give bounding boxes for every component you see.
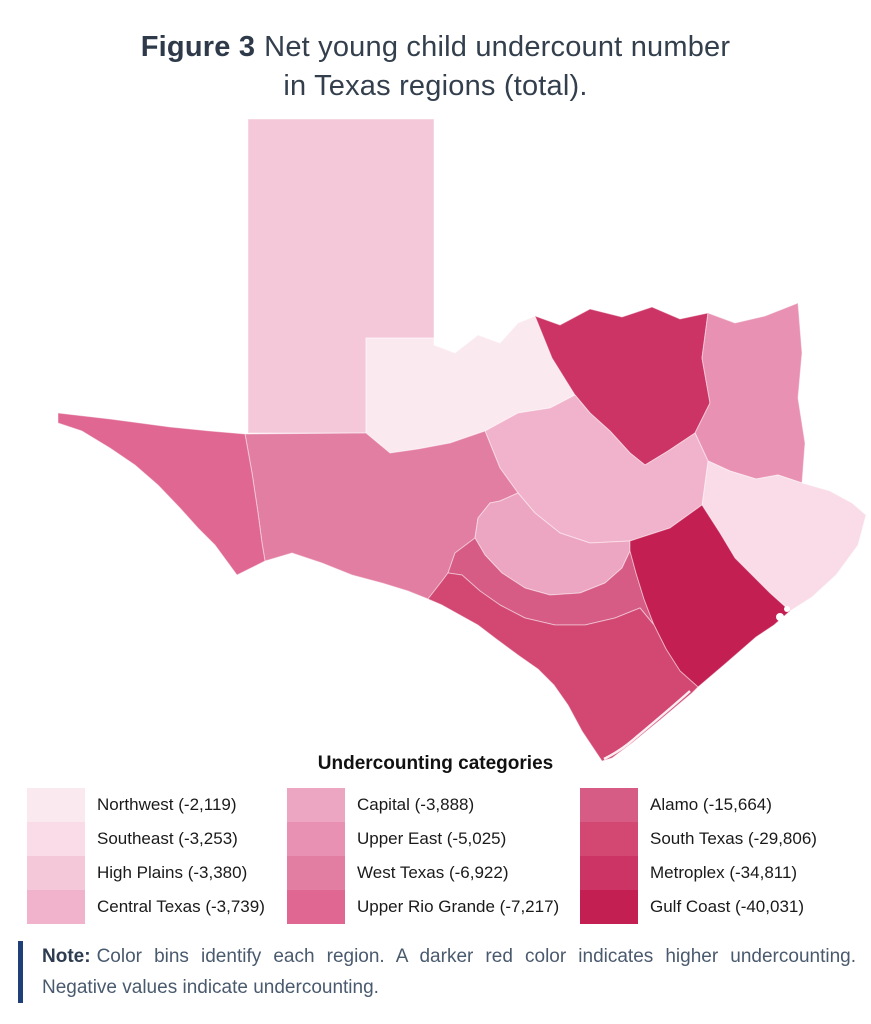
legend-label-southeast: Southeast (-3,253) (97, 829, 238, 848)
legend-swatch-capital (287, 788, 345, 822)
figure-title-line2: in Texas regions (total). (283, 70, 588, 102)
region-south-texas (427, 572, 699, 762)
figure-title-line1: Figure 3 Net young child undercount numbe… (0, 28, 871, 67)
legend-swatch-alamo (580, 788, 638, 822)
region-upper-rio-grande (57, 412, 266, 576)
legend-column-3: Alamo (-15,664) South Texas (-29,806) Me… (580, 788, 817, 924)
legend-label-south-texas: South Texas (-29,806) (650, 829, 817, 848)
note-prefix: Note: (42, 946, 91, 967)
legend-swatches (27, 788, 85, 924)
legend-swatch-central-texas (27, 890, 85, 924)
texas-choropleth-map (57, 118, 867, 762)
note-text: Note: Color bins identify each region. A … (42, 941, 856, 1003)
galveston-bay-inlet (776, 613, 784, 621)
legend-label-west-texas: West Texas (-6,922) (357, 863, 509, 882)
legend-swatch-high-plains (27, 856, 85, 890)
legend-swatches (580, 788, 638, 924)
legend-swatch-gulf-coast (580, 890, 638, 924)
legend-swatch-upper-rio-grande (287, 890, 345, 924)
legend-label-upper-east: Upper East (-5,025) (357, 829, 507, 848)
legend-labels: Capital (-3,888) Upper East (-5,025) Wes… (345, 788, 559, 924)
legend-title: Undercounting categories (317, 753, 554, 774)
legend-swatch-south-texas (580, 822, 638, 856)
legend-column-2: Capital (-3,888) Upper East (-5,025) Wes… (287, 788, 559, 924)
barrier-island-lagoon (603, 690, 691, 761)
figure-title-text: Net young child undercount number (264, 31, 731, 63)
legend-label-gulf-coast: Gulf Coast (-40,031) (650, 897, 805, 916)
legend-label-high-plains: High Plains (-3,380) (97, 863, 248, 882)
legend-label-upper-rio-grande: Upper Rio Grande (-7,217) (357, 897, 560, 916)
legend-labels: Alamo (-15,664) South Texas (-29,806) Me… (638, 788, 817, 924)
legend-labels: Northwest (-2,119) Southeast (-3,253) Hi… (85, 788, 265, 924)
legend-label-northwest: Northwest (-2,119) (97, 795, 237, 814)
legend-swatch-northwest (27, 788, 85, 822)
legend-column-1: Northwest (-2,119) Southeast (-3,253) Hi… (27, 788, 265, 924)
note-body: Color bins identify each region. A darke… (42, 946, 856, 998)
legend-swatch-metroplex (580, 856, 638, 890)
legend-swatch-west-texas (287, 856, 345, 890)
legend-label-capital: Capital (-3,888) (357, 795, 475, 814)
figure-note: Note: Color bins identify each region. A … (18, 941, 856, 1003)
legend-swatches (287, 788, 345, 924)
galveston-bay-inlet-small (784, 606, 790, 612)
figure-number-label: Figure 3 (140, 31, 256, 63)
legend-label-central-texas: Central Texas (-3,739) (97, 897, 265, 916)
legend-label-alamo: Alamo (-15,664) (650, 795, 772, 814)
legend-swatch-southeast (27, 822, 85, 856)
legend-label-metroplex: Metroplex (-34,811) (650, 863, 798, 882)
figure-title: Figure 3 Net young child undercount numbe… (0, 28, 871, 106)
note-accent-bar (18, 941, 23, 1003)
legend-swatch-upper-east (287, 822, 345, 856)
region-upper-east (694, 302, 806, 484)
